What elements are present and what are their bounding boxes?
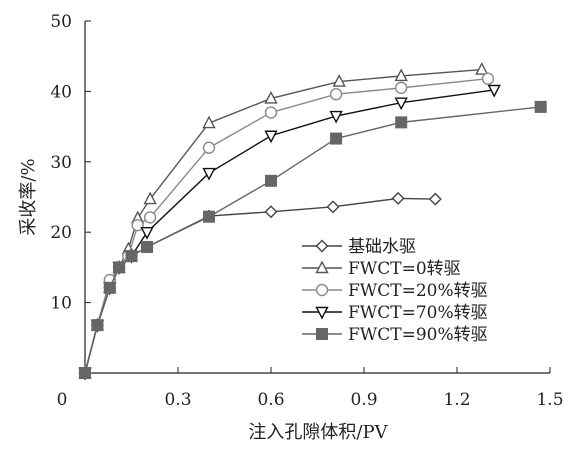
legend-item: 基础水驱 bbox=[302, 237, 416, 257]
legend-item: FWCT=20%转驱 bbox=[302, 281, 488, 301]
data-point bbox=[487, 84, 501, 98]
legend-marker bbox=[316, 328, 328, 340]
legend-marker bbox=[315, 260, 329, 274]
data-point bbox=[202, 167, 216, 181]
x-tick-label: 0 bbox=[57, 390, 68, 410]
legend-label: FWCT=70%转驱 bbox=[348, 303, 488, 323]
data-point bbox=[534, 100, 547, 113]
legend-label: FWCT=20%转驱 bbox=[348, 281, 488, 301]
legend-label: 基础水驱 bbox=[348, 237, 416, 257]
data-point bbox=[264, 106, 278, 119]
data-point bbox=[394, 68, 408, 82]
x-tick-label: 1.2 bbox=[443, 390, 470, 410]
legend-marker bbox=[315, 306, 329, 320]
data-point bbox=[264, 205, 278, 219]
data-point bbox=[264, 130, 278, 144]
series-layer bbox=[78, 62, 547, 381]
legend-label: FWCT=0转驱 bbox=[348, 259, 461, 279]
data-point bbox=[113, 261, 126, 274]
data-point bbox=[329, 110, 343, 124]
data-point bbox=[131, 218, 144, 232]
legend: 基础水驱FWCT=0转驱FWCT=20%转驱FWCT=70%转驱FWCT=90%… bbox=[302, 237, 488, 345]
data-point bbox=[125, 250, 138, 263]
data-point bbox=[475, 62, 489, 75]
legend-item: FWCT=70%转驱 bbox=[302, 303, 488, 323]
y-tick-label: 20 bbox=[50, 223, 72, 243]
data-point bbox=[481, 72, 495, 85]
data-point bbox=[395, 81, 408, 95]
data-point bbox=[394, 97, 408, 111]
data-point bbox=[330, 132, 343, 145]
data-point bbox=[103, 281, 116, 294]
data-point bbox=[143, 211, 157, 224]
data-point bbox=[326, 200, 340, 214]
x-tick-label: 0.9 bbox=[350, 390, 377, 410]
axes: 0 0.3 0.6 0.9 1.2 1.5 10 20 30 40 50 bbox=[50, 12, 563, 410]
legend-marker bbox=[315, 239, 329, 253]
y-tick-label: 10 bbox=[50, 294, 72, 314]
legend-label: FWCT=90%转驱 bbox=[348, 325, 488, 345]
data-point bbox=[203, 210, 215, 223]
legend-item: FWCT=0转驱 bbox=[302, 259, 461, 279]
data-point bbox=[395, 116, 408, 129]
data-point bbox=[265, 174, 277, 187]
data-point bbox=[329, 88, 343, 101]
data-point bbox=[391, 191, 405, 205]
legend-item: FWCT=90%转驱 bbox=[302, 325, 488, 345]
data-point bbox=[264, 90, 278, 104]
data-point bbox=[79, 367, 91, 379]
x-axis-label: 注入孔隙体积/PV bbox=[248, 422, 388, 443]
x-tick-label: 0.6 bbox=[257, 390, 284, 410]
data-point bbox=[143, 191, 157, 205]
data-point bbox=[140, 226, 154, 240]
legend-marker bbox=[315, 283, 329, 297]
data-point bbox=[202, 141, 216, 154]
data-point bbox=[332, 74, 346, 87]
y-tick-label: 40 bbox=[50, 82, 72, 102]
y-tick-label: 30 bbox=[50, 153, 72, 173]
data-point bbox=[91, 319, 104, 332]
y-tick-label: 50 bbox=[50, 12, 72, 32]
data-point bbox=[202, 115, 216, 129]
x-tick-label: 1.5 bbox=[536, 390, 563, 410]
data-point bbox=[428, 192, 442, 206]
y-axis-label: 采收率/% bbox=[18, 158, 39, 235]
data-point bbox=[141, 240, 153, 253]
x-tick-label: 0.3 bbox=[164, 390, 191, 410]
series-4 bbox=[79, 100, 547, 379]
